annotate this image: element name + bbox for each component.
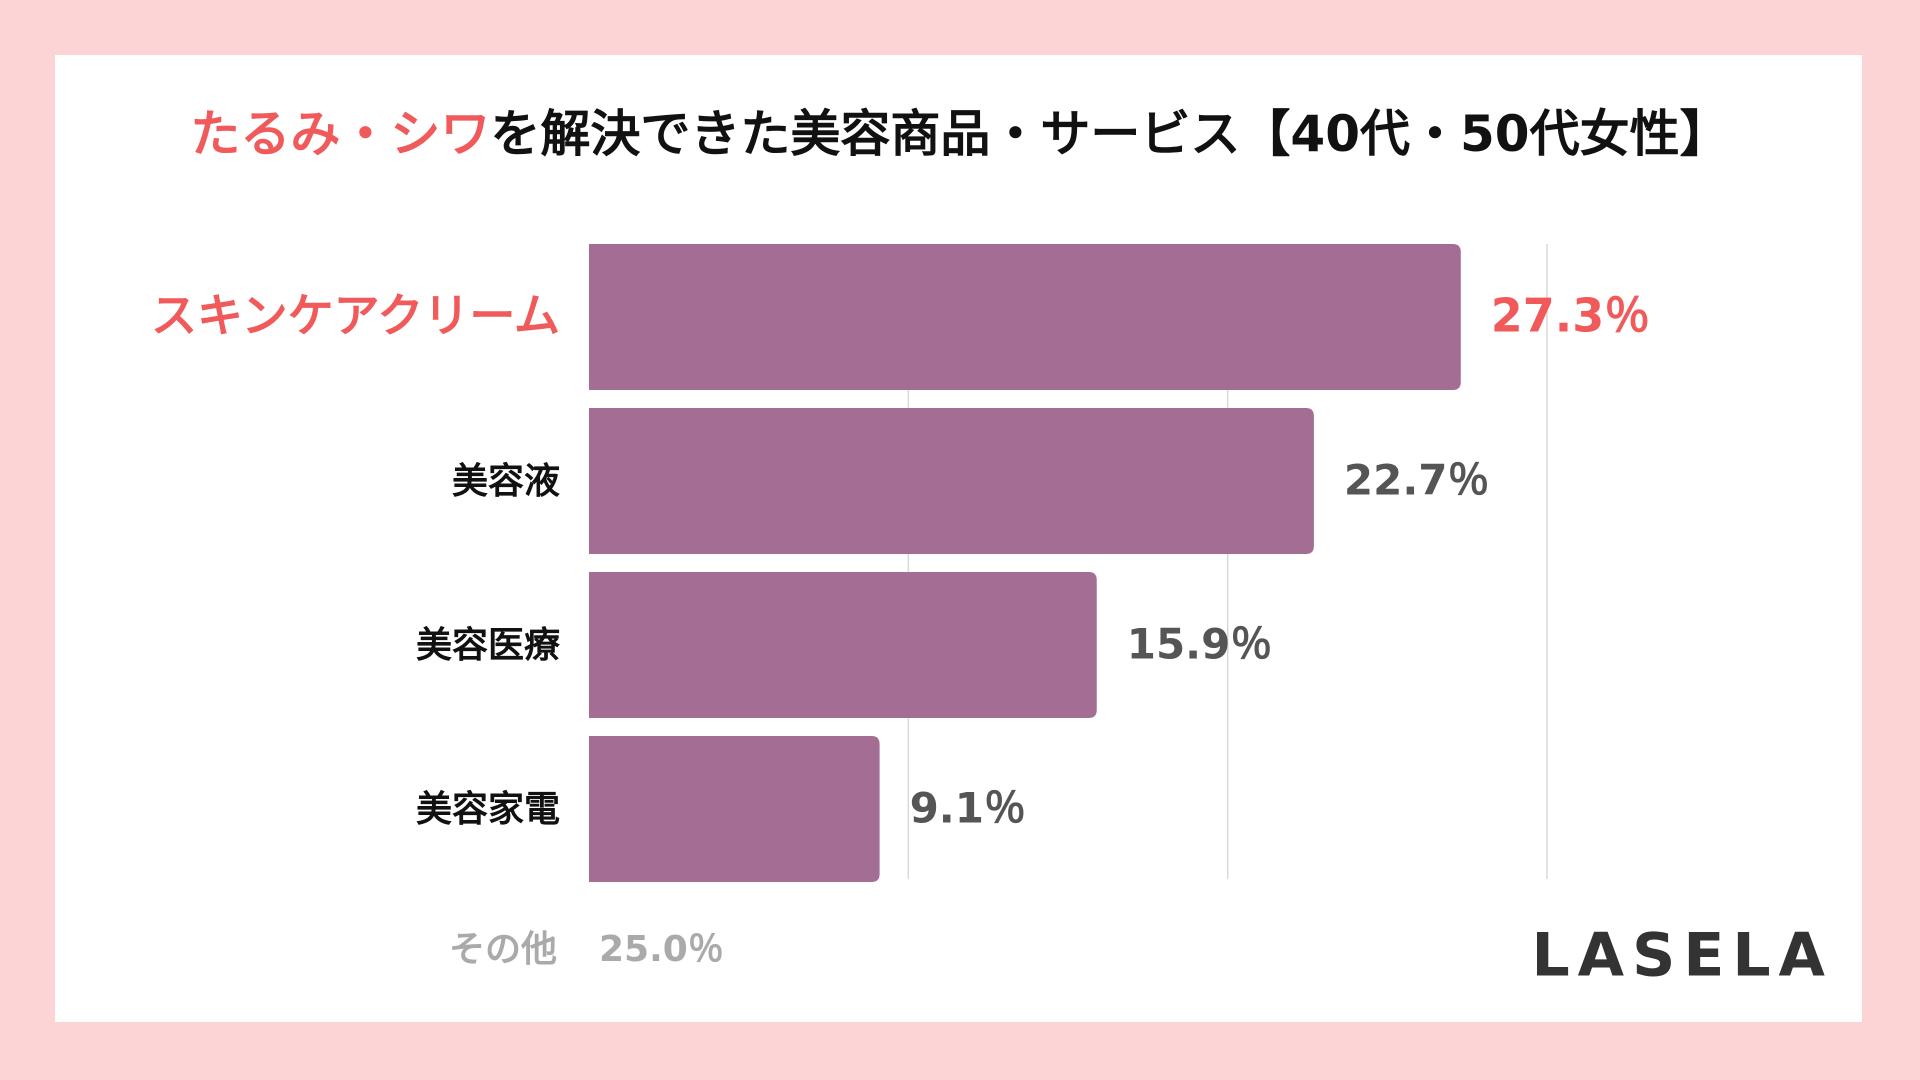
chart-title: たるみ・シワを解決できた美容商品・サービス【40代・50代女性】 [190, 105, 1729, 163]
y-tick-label: 美容医療 [416, 625, 560, 666]
y-tick-label: 美容液 [452, 461, 560, 502]
bar [589, 244, 1461, 390]
value-label: 9.1％ [910, 784, 1026, 833]
title-highlight: たるみ・シワ [190, 105, 490, 163]
value-label: 27.3％ [1491, 289, 1651, 343]
brand-logo: LASELA [1531, 921, 1833, 991]
bar [589, 408, 1314, 554]
bar [589, 572, 1097, 718]
y-tick-label: スキンケアクリーム [151, 289, 560, 343]
bar [589, 736, 880, 882]
title-rest: を解決できた美容商品・サービス【40代・50代女性】 [490, 105, 1729, 163]
value-label: 22.7％ [1344, 456, 1490, 505]
value-label: 15.9％ [1127, 620, 1273, 669]
other-value: 25.0％ [599, 929, 724, 970]
other-label: その他 [449, 929, 557, 970]
y-tick-label: 美容家電 [416, 789, 560, 830]
